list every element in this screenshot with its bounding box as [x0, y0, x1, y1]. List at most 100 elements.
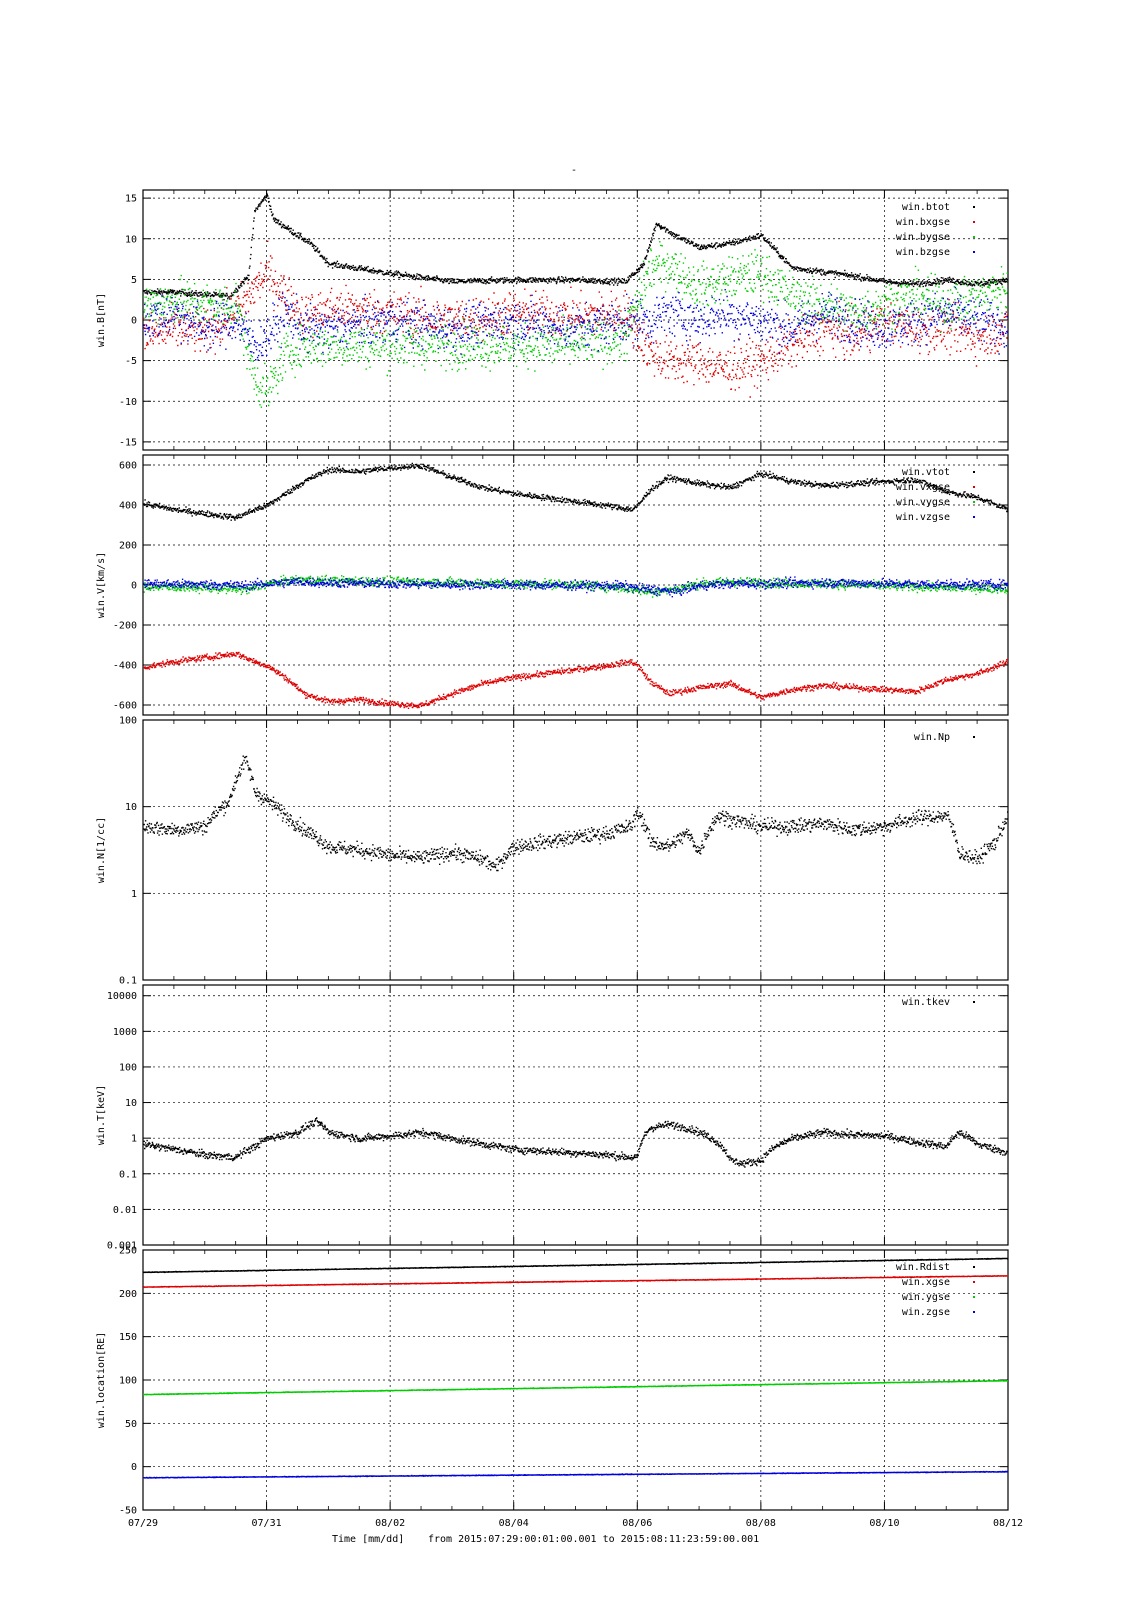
- y-tick-label: 250: [119, 1246, 137, 1257]
- legend: win.btot win.bxgse win.bygse win.bzgse: [896, 202, 975, 258]
- y-tick-label: -200: [113, 621, 137, 632]
- legend: win.tkev: [902, 997, 975, 1008]
- series-points: [143, 651, 1008, 709]
- legend-entry: win.xgse: [902, 1277, 950, 1288]
- series-points: [143, 462, 1008, 521]
- panel-4: 0.001 0.01 0.1 1 10 100 1000 10000 win.T[keV] win…: [96, 984, 1009, 1252]
- x-tick-label: 08/10: [869, 1518, 899, 1529]
- legend-marker: [973, 206, 975, 208]
- y-tick-label: 0.001: [107, 1241, 137, 1252]
- series-points: [143, 755, 1008, 872]
- series-points: [143, 286, 1008, 361]
- y-tick-label: 0: [131, 1462, 137, 1473]
- y-tick-label: -5: [125, 356, 137, 367]
- y-tick-label: 200: [119, 1289, 137, 1300]
- y-tick-label: 10: [125, 1098, 137, 1109]
- y-tick-label: 5: [131, 275, 137, 286]
- legend-marker: [973, 1001, 975, 1003]
- series-points: [143, 240, 1008, 398]
- legend: win.Np: [914, 732, 975, 743]
- y-tick-label: 150: [119, 1332, 137, 1343]
- series-points: [143, 1257, 1008, 1274]
- legend-entry: win.Rdist: [896, 1262, 950, 1273]
- series-win-tkev: [143, 1117, 1008, 1168]
- panel-3: 0.1 1 10 100 win.N[1/cc] win.Np: [96, 716, 1009, 987]
- legend: win.vtot win.vxgse win.vygse win.vzgse: [896, 467, 975, 523]
- panel-5: -50 0 50 100 150 200 250 win.location[RE] win.Rd…: [96, 1246, 1009, 1517]
- y-tick-label: 100: [119, 1062, 137, 1073]
- series-points: [143, 192, 1008, 301]
- legend-entry: win.vzgse: [896, 512, 950, 523]
- legend-entry: win.bxgse: [896, 217, 950, 228]
- series-win-vzgse: [143, 576, 1008, 598]
- legend-marker: [973, 1311, 975, 1313]
- legend-entry: win.btot: [902, 202, 950, 213]
- legend-marker: [973, 236, 975, 238]
- y-tick-label: -400: [113, 661, 137, 672]
- y-tick-label: -15: [119, 437, 137, 448]
- y-tick-label: 400: [119, 501, 137, 512]
- series-win-Np: [143, 755, 1008, 872]
- x-tick-label: 08/08: [746, 1518, 776, 1529]
- legend-marker: [973, 1296, 975, 1298]
- y-axis-label: win.T[keV]: [96, 1085, 107, 1145]
- series-win-Rdist: [143, 1257, 1008, 1274]
- legend-marker: [973, 251, 975, 253]
- legend: win.Rdist win.xgse win.ygse win.zgse: [896, 1262, 975, 1318]
- panel-data: [143, 1257, 1008, 1479]
- y-axis-label: win.V[km/s]: [96, 552, 107, 618]
- panels: -15-10-5051015win.B[nT]win.btotwin.bxgse…: [96, 189, 1023, 1529]
- panel-data: [143, 1117, 1008, 1168]
- y-tick-label: 1000: [113, 1027, 137, 1038]
- legend-entry: win.bzgse: [896, 247, 950, 258]
- panel-frame: [142, 984, 1009, 1246]
- time-range-label: from 2015:07:29:00:01:00.001 to 2015:08:…: [428, 1534, 759, 1545]
- y-tick-label: 15: [125, 194, 137, 205]
- series-points: [143, 1117, 1008, 1168]
- legend-entry: win.bygse: [896, 232, 950, 243]
- legend-marker: [973, 516, 975, 518]
- series-win-vxgse: [143, 651, 1008, 709]
- legend-entry: win.tkev: [902, 997, 950, 1008]
- y-tick-label: 100: [119, 1376, 137, 1387]
- legend-entry: win.vtot: [902, 467, 950, 478]
- series-points: [143, 576, 1008, 598]
- plot-title: -: [571, 165, 577, 176]
- y-tick-label: -600: [113, 701, 137, 712]
- x-tick-label: 07/29: [128, 1518, 158, 1529]
- legend-marker: [973, 221, 975, 223]
- panel-2: -600 -400 -200 0 200 400 600 win.V[km/s] win.vto…: [96, 454, 1009, 716]
- legend-marker: [973, 736, 975, 738]
- y-tick-label: -10: [119, 397, 137, 408]
- legend-marker: [973, 1266, 975, 1268]
- series-points: [143, 1379, 1008, 1396]
- legend-entry: win.vygse: [896, 497, 950, 508]
- y-tick-label: 200: [119, 541, 137, 552]
- y-tick-label: 0: [131, 316, 137, 327]
- x-tick-label: 08/06: [622, 1518, 652, 1529]
- series-win-xgse: [143, 1275, 1008, 1289]
- legend-entry: win.zgse: [902, 1307, 950, 1318]
- x-tick-label: 08/12: [993, 1518, 1023, 1529]
- panel-data: [143, 755, 1008, 872]
- y-tick-label: -50: [119, 1506, 137, 1517]
- y-axis-label: win.B[nT]: [96, 293, 107, 347]
- y-tick-label: 0.1: [119, 1169, 137, 1180]
- y-tick-label: 600: [119, 461, 137, 472]
- y-tick-label: 1: [131, 1134, 137, 1145]
- x-tick-labels: 07/29 07/31 08/02 08/04 08/06 08/08 08/10 08/12: [128, 1518, 1023, 1529]
- series-win-bxgse: [143, 240, 1008, 398]
- x-tick-label: 08/02: [375, 1518, 405, 1529]
- series-win-btot: [143, 192, 1008, 301]
- legend-entry: win.ygse: [902, 1292, 950, 1303]
- y-tick-label: 0.01: [113, 1205, 137, 1216]
- x-tick-label: 08/04: [499, 1518, 529, 1529]
- legend-marker: [973, 1281, 975, 1283]
- series-win-ygse: [143, 1379, 1008, 1396]
- y-tick-label: 100: [119, 716, 137, 727]
- y-axis-label: win.location[RE]: [96, 1332, 107, 1428]
- panel-frame: [142, 719, 1009, 981]
- panel-data: [143, 192, 1008, 408]
- legend-entry: win.vxgse: [896, 482, 950, 493]
